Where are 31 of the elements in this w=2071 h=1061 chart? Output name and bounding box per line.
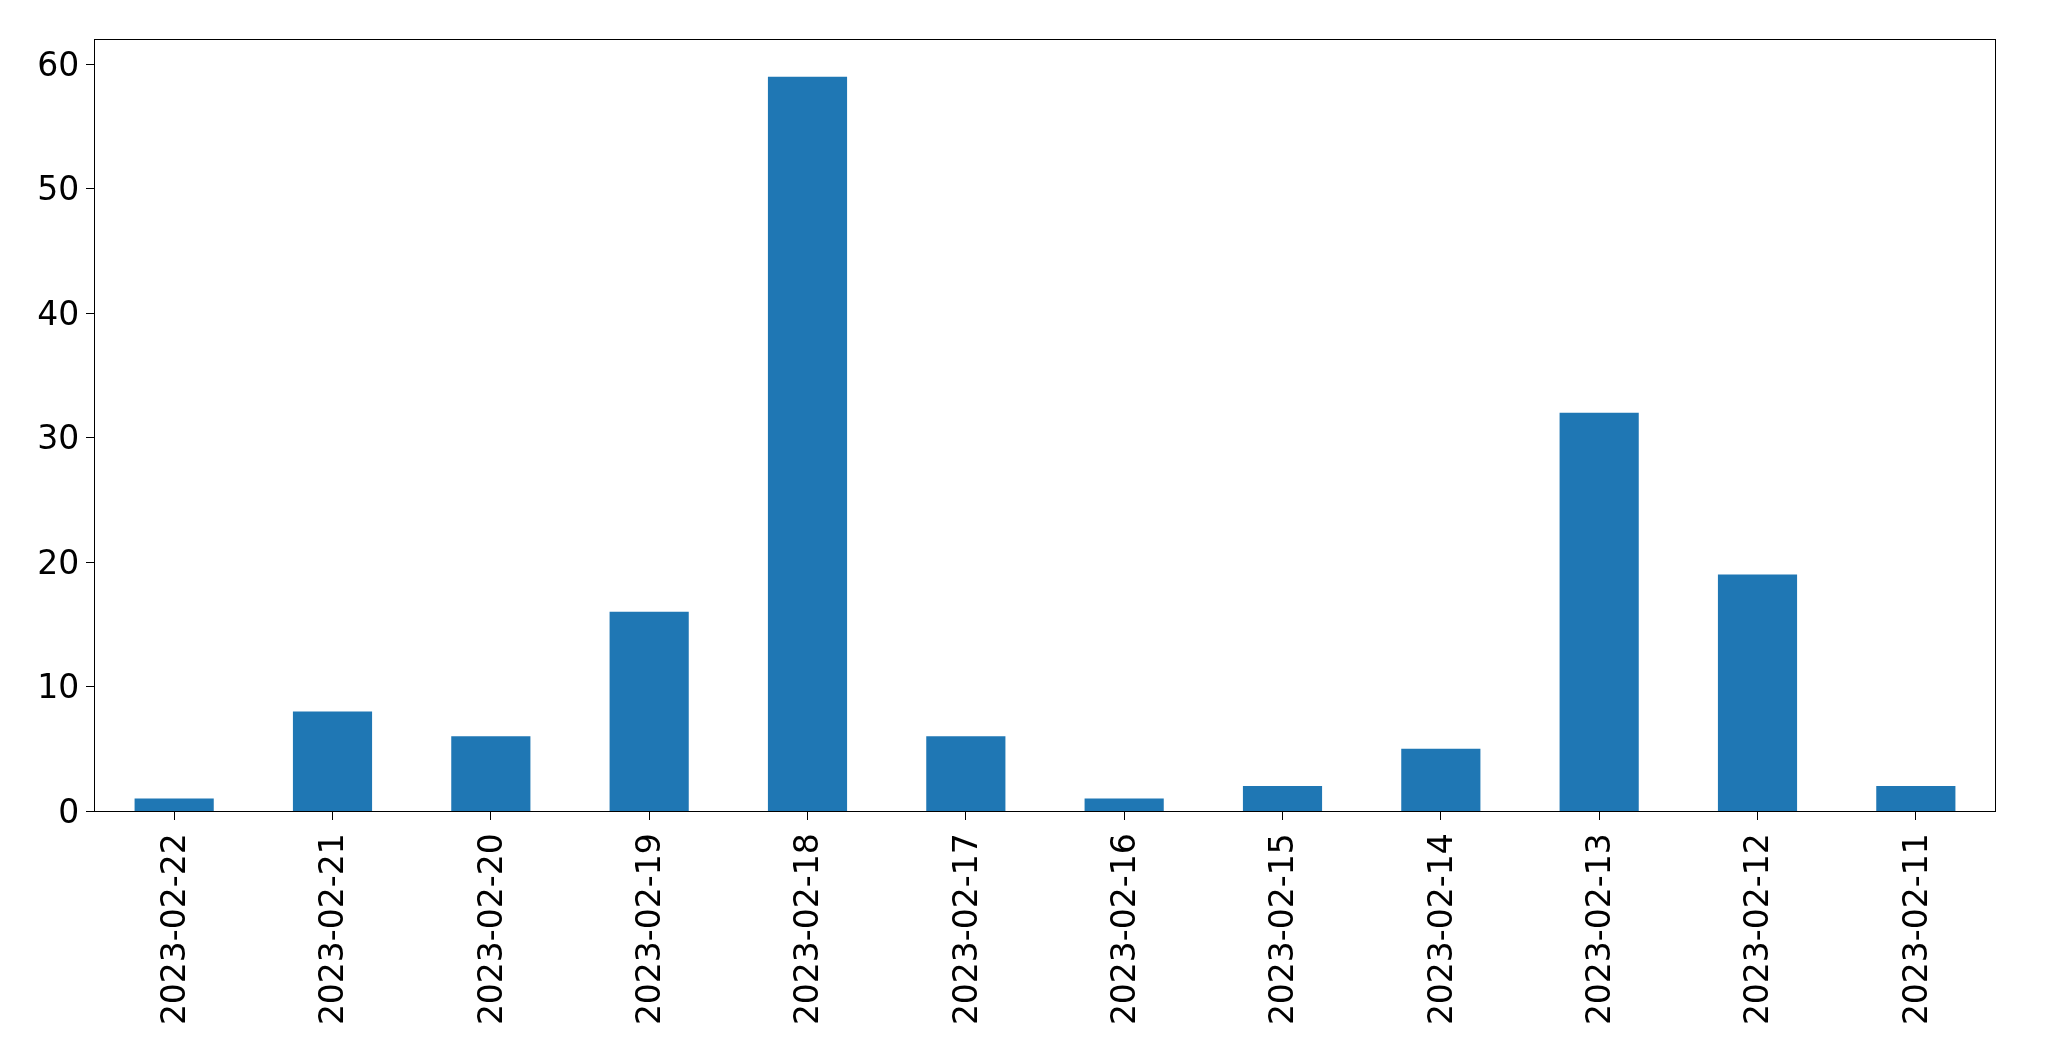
bar [926,736,1006,811]
bar [767,76,848,811]
bar [1559,412,1639,811]
bar [609,611,689,811]
x-tick-label: 2023-02-18 [787,833,827,1026]
bar [451,736,531,811]
bar [1084,798,1164,811]
y-tick-label: 60 [37,44,80,84]
y-tick-label: 10 [37,667,80,707]
x-tick-label: 2023-02-17 [945,833,985,1026]
y-tick-label: 40 [37,293,80,333]
bar [1876,786,1956,811]
x-tick-label: 2023-02-13 [1578,833,1618,1026]
y-tick-label: 30 [37,418,80,458]
x-tick-label: 2023-02-12 [1737,833,1777,1026]
x-tick-label: 2023-02-22 [153,833,193,1026]
y-tick-label: 50 [37,169,80,209]
x-tick-label: 2023-02-11 [1895,833,1935,1026]
x-tick-label: 2023-02-21 [312,833,352,1026]
y-tick-label: 0 [58,791,80,831]
x-tick-label: 2023-02-15 [1262,833,1302,1026]
x-tick-label: 2023-02-20 [470,833,510,1026]
x-tick-label: 2023-02-16 [1103,833,1143,1026]
bar [1401,748,1481,811]
bar [292,711,373,811]
bar [1242,786,1323,811]
bar [134,798,214,811]
x-tick-label: 2023-02-14 [1420,833,1460,1026]
x-tick-label: 2023-02-19 [628,833,668,1026]
y-tick-label: 20 [37,542,80,582]
bar [1717,574,1798,811]
